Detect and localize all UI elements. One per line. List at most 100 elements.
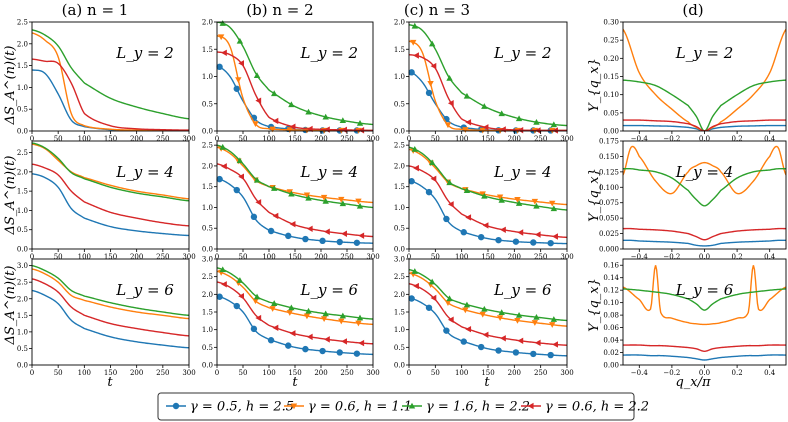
data-point-1-6-h-2-2 xyxy=(322,310,329,317)
legend-label: γ = 0.6, h = 2.2 xyxy=(545,400,649,415)
x-tick-label: −0.2 xyxy=(663,369,680,377)
series-line-0-5-h-2-5 xyxy=(217,64,373,131)
data-point-0-6-h-2-2 xyxy=(238,293,244,300)
data-point-1-6-h-2-2 xyxy=(219,266,226,273)
data-point-0-6-h-2-2 xyxy=(221,49,227,56)
x-tick-label: 200 xyxy=(314,135,327,143)
axes-frame xyxy=(622,21,787,132)
data-point-0-6-h-2-2 xyxy=(289,220,296,228)
y-tick-label: 0.0 xyxy=(202,246,213,254)
x-tick-label: 150 xyxy=(104,135,117,143)
data-point-0-6-h-1-1 xyxy=(427,81,434,87)
data-point-0-6-h-2-2 xyxy=(534,231,541,238)
panel-d-l-y-6: 0.00 0.02 0.04 0.06 0.08 0.10 0.12 0.14 0.16 −0.4… xyxy=(603,258,787,377)
data-point-1-6-h-2-2 xyxy=(271,185,278,191)
series-line-1-6-h-2-2 xyxy=(217,267,373,320)
x-tick-label: 0.0 xyxy=(699,253,710,261)
column-title-b: (b) n = 2 xyxy=(246,1,313,19)
panel-b-n-2-l-y-2: 0.0 0.5 1.0 1.5 2.0 0 50 100 150 200 250 300 L_y = 2 xyxy=(202,19,380,144)
data-point-0-5-h-2-5 xyxy=(250,213,258,221)
series-line-1-6-h-2-2 xyxy=(32,29,189,120)
legend-entry-2: γ = 0.6, h = 1.1 xyxy=(284,400,412,415)
y-tick-label: 2.5 xyxy=(394,142,405,150)
x-tick-label: 100 xyxy=(262,369,275,377)
y-tick-label: 1.0 xyxy=(17,207,28,215)
data-point-0-5-h-2-5 xyxy=(495,347,502,354)
y-tick-label: 1.5 xyxy=(202,46,213,54)
x-tick-label: 100 xyxy=(78,253,91,261)
x-tick-label: 150 xyxy=(288,253,301,261)
y-tick-label: 1.0 xyxy=(202,326,213,334)
y-tick-label: 1.0 xyxy=(394,204,405,212)
legend-frame xyxy=(157,392,635,421)
y-tick-label: 0.5 xyxy=(202,225,213,233)
data-point-0-6-h-2-2 xyxy=(255,199,262,206)
x-tick-label: 0 xyxy=(30,253,34,261)
data-point-0-6-h-1-1 xyxy=(410,39,417,46)
data-point-1-6-h-2-2 xyxy=(339,117,347,124)
data-point-1-6-h-2-2 xyxy=(428,278,436,285)
data-point-1-6-h-2-2 xyxy=(236,37,244,44)
data-point-0-6-h-2-2 xyxy=(306,333,313,341)
y-tick-label: 1.5 xyxy=(17,188,28,196)
x-tick-label: 100 xyxy=(455,135,468,143)
data-point-0-6-h-1-1 xyxy=(444,300,452,306)
series-line-0-5-h-2-5 xyxy=(32,69,189,131)
y-tick-label: 0.5 xyxy=(17,226,28,234)
data-point-1-6-h-2-2 xyxy=(253,176,261,183)
data-point-0-6-h-2-2 xyxy=(413,52,419,59)
data-point-0-6-h-2-2 xyxy=(413,164,419,172)
x-tick-label: 0 xyxy=(30,369,34,377)
data-point-0-6-h-1-1 xyxy=(514,197,521,203)
data-point-0-5-h-2-5 xyxy=(512,349,520,356)
y-tick-label: 0.08 xyxy=(603,312,619,320)
y-tick-label: 3.0 xyxy=(17,262,28,270)
data-point-1-6-h-2-2 xyxy=(498,196,505,203)
data-point-0-6-h-1-1 xyxy=(355,198,362,205)
y-tick-label: 0.05 xyxy=(603,109,619,117)
series-line-0-6-h-1-1 xyxy=(623,28,786,131)
data-point-1-6-h-2-2 xyxy=(550,121,558,128)
y-tick-label: 0.050 xyxy=(599,215,619,223)
data-point-0-6-h-1-1 xyxy=(531,320,539,326)
x-tick-label: 50 xyxy=(54,369,63,377)
data-point-0-6-h-2-2 xyxy=(255,314,262,322)
data-point-0-5-h-2-5 xyxy=(267,337,275,344)
data-point-0-6-h-2-2 xyxy=(255,97,262,104)
y-tick-label: 2.0 xyxy=(17,40,28,48)
data-point-1-6-h-2-2 xyxy=(288,304,295,311)
series-line-0-6-h-1-1 xyxy=(217,270,373,326)
column-title-d: (d) xyxy=(682,1,703,19)
x-tick-label: −0.4 xyxy=(631,253,649,261)
x-tick-label: 0 xyxy=(407,253,411,261)
y-tick-label: 0.00 xyxy=(603,362,619,370)
data-point-0-6-h-1-1 xyxy=(462,127,469,133)
axes-frame xyxy=(622,140,787,250)
x-tick-label: 0.2 xyxy=(732,135,743,143)
data-point-0-6-h-2-2 xyxy=(358,339,365,347)
data-point-0-6-h-2-2 xyxy=(465,214,472,221)
data-point-1-6-h-2-2 xyxy=(463,92,471,99)
x-tick-label: 150 xyxy=(481,135,494,143)
series-line-1-6-h-2-2 xyxy=(623,167,786,207)
data-point-0-6-h-1-1 xyxy=(303,313,311,320)
data-point-0-5-h-2-5 xyxy=(443,215,450,223)
data-point-1-6-h-2-2 xyxy=(481,305,488,312)
series-line-0-6-h-1-1 xyxy=(32,268,189,320)
data-point-0-6-h-2-2 xyxy=(482,124,489,131)
data-point-1-6-h-2-2 xyxy=(322,197,329,204)
data-point-0-5-h-2-5 xyxy=(319,347,326,355)
data-point-0-6-h-2-2 xyxy=(221,163,227,170)
panel-a-n-1-l-y-2: 0.0 0.5 1.0 1.5 2.0 2.5 0 50 100 150 200 250 300 L_y … xyxy=(17,19,196,144)
x-tick-label: 200 xyxy=(130,135,143,143)
data-point-1-6-h-2-2 xyxy=(219,20,226,26)
legend-marker xyxy=(290,403,298,410)
y-tick-label: 0.10 xyxy=(603,91,619,99)
data-point-1-6-h-2-2 xyxy=(498,309,505,316)
data-point-1-6-h-2-2 xyxy=(219,143,226,150)
y-tick-label: 0.000 xyxy=(599,246,619,254)
column-title-c: (c) n = 3 xyxy=(404,1,470,19)
data-point-1-6-h-2-2 xyxy=(288,190,295,197)
x-tick-label: 50 xyxy=(54,135,63,143)
